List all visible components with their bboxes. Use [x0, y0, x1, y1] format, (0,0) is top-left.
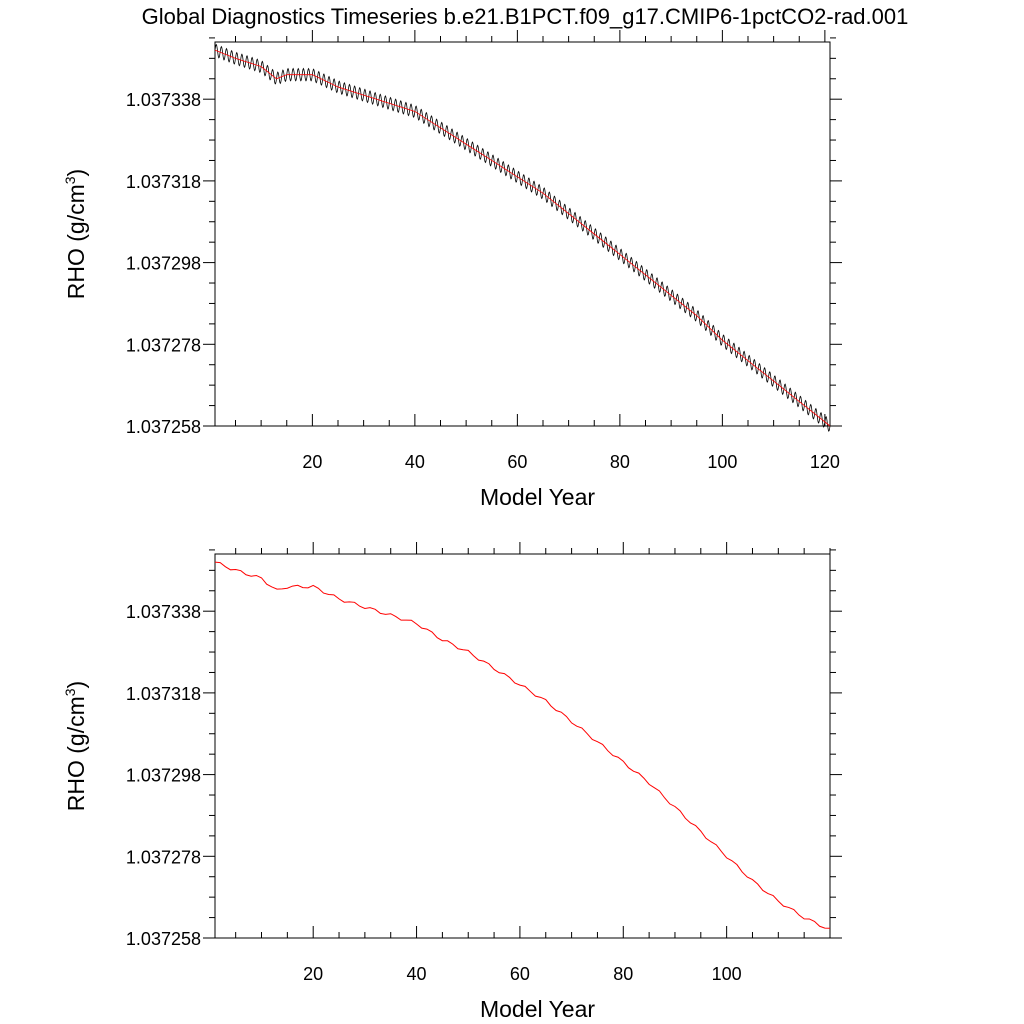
plot-frame — [214, 41, 831, 427]
y-axis-label: RHO (g/cm3) — [62, 169, 89, 299]
top-panel: 20 40 60 80 100 120 1.037258 1.037278 1.037298 1.… — [62, 30, 842, 510]
x-tick-label: 80 — [613, 964, 633, 984]
x-tick-label: 120 — [810, 452, 840, 472]
y-tick-label: 1.037258 — [126, 417, 201, 437]
bottom-panel: 20 40 60 80 100 1.037258 1.037278 1.037298 1.037… — [62, 542, 842, 1022]
x-tick-label: 60 — [507, 452, 527, 472]
y-tick-label: 1.037258 — [126, 929, 201, 949]
x-tick-label: 40 — [407, 964, 427, 984]
x-axis-label: Model Year — [480, 484, 595, 510]
y-tick-label: 1.037278 — [126, 335, 201, 355]
x-tick-label: 20 — [303, 964, 323, 984]
x-tick-label: 80 — [610, 452, 630, 472]
x-tick-label: 40 — [405, 452, 425, 472]
y-tick-label: 1.037338 — [126, 602, 201, 622]
x-tick-label: 100 — [707, 452, 737, 472]
y-tick-label: 1.037318 — [126, 172, 201, 192]
x-tick-label: 100 — [712, 964, 742, 984]
y-tick-label: 1.037298 — [126, 766, 201, 786]
x-tick-label: 20 — [302, 452, 322, 472]
x-tick-label: 60 — [510, 964, 530, 984]
y-tick-label: 1.037298 — [126, 254, 201, 274]
series-line-overlay — [214, 49, 831, 427]
x-axis-label: Model Year — [480, 996, 595, 1022]
y-tick-label: 1.037278 — [126, 847, 201, 867]
y-axis-label: RHO (g/cm3) — [62, 681, 89, 811]
figure-title: Global Diagnostics Timeseries b.e21.B1PC… — [142, 4, 909, 29]
series-line-monthly — [214, 43, 831, 432]
y-tick-label: 1.037318 — [126, 684, 201, 704]
plot-frame — [214, 553, 831, 939]
y-tick-label: 1.037338 — [126, 90, 201, 110]
series-line-annual — [214, 561, 831, 929]
